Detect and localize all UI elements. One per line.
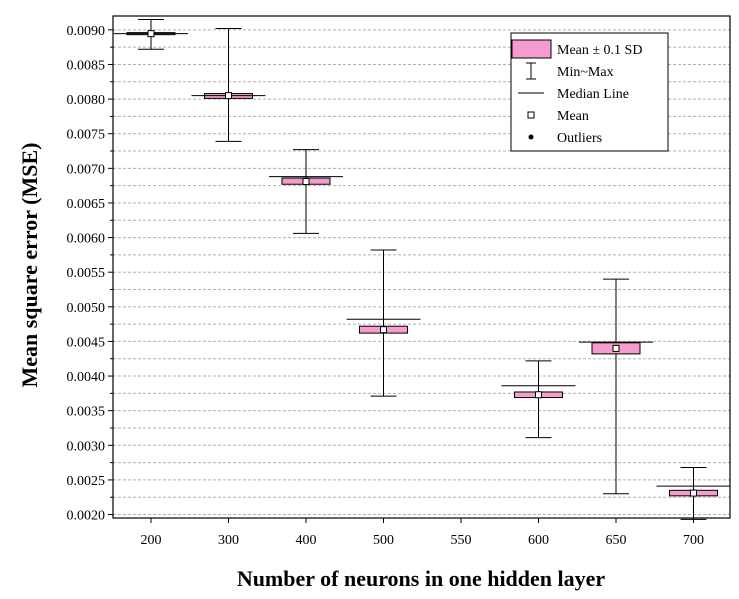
y-tick-label: 0.0060 (67, 232, 106, 247)
legend-label: Outliers (557, 131, 602, 146)
legend-label: Mean (557, 109, 589, 124)
mean-marker (535, 391, 542, 399)
x-tick-label: 700 (683, 533, 704, 548)
y-axis-title: Mean square error (MSE) (17, 142, 42, 387)
mean-marker (380, 326, 387, 334)
y-tick-label: 0.0075 (67, 128, 106, 143)
mean-marker (612, 344, 620, 352)
legend-outlier-icon (528, 134, 534, 140)
x-tick-label: 500 (373, 533, 394, 548)
legend-label: Mean ± 0.1 SD (557, 43, 642, 58)
x-tick-label: 300 (218, 533, 239, 548)
mean-marker (147, 30, 155, 38)
x-tick-label: 200 (141, 533, 162, 548)
y-tick-label: 0.0020 (67, 509, 106, 524)
legend-box-swatch (511, 39, 552, 59)
x-tick-label: 650 (606, 533, 627, 548)
y-tick-label: 0.0040 (67, 370, 106, 385)
mean-marker (690, 489, 697, 497)
plot-frame (112, 15, 731, 519)
y-tick-label: 0.0085 (67, 58, 106, 73)
y-tick-label: 0.0090 (67, 24, 106, 39)
legend-label: Min~Max (557, 65, 614, 80)
mean-marker (302, 177, 310, 185)
legend-mean-icon (527, 111, 535, 119)
y-tick-label: 0.0050 (67, 301, 106, 316)
x-axis-title: Number of neurons in one hidden layer (237, 566, 606, 591)
y-tick-label: 0.0065 (67, 197, 106, 212)
axes: 0.0020 0.0025 0.0030 0.0035 0.0040 0.0045 0.00… (67, 15, 731, 548)
x-tick-label: 550 (451, 533, 472, 548)
legend-label: Median Line (557, 87, 629, 102)
box-series (114, 18, 731, 520)
grid-lines (113, 29, 730, 516)
x-tick-label: 400 (296, 533, 317, 548)
x-tick-label: 600 (528, 533, 549, 548)
y-tick-label: 0.0030 (67, 439, 106, 454)
y-tick-label: 0.0070 (67, 162, 106, 177)
y-tick-label: 0.0045 (67, 335, 106, 350)
y-tick-label: 0.0080 (67, 93, 106, 108)
y-tick-label: 0.0055 (67, 266, 106, 281)
legend: Mean ± 0.1 SD Min~Max Median Line Mean Outli… (510, 32, 669, 152)
mean-marker (225, 92, 232, 100)
y-tick-label: 0.0025 (67, 474, 106, 489)
y-tick-label: 0.0035 (67, 405, 106, 420)
